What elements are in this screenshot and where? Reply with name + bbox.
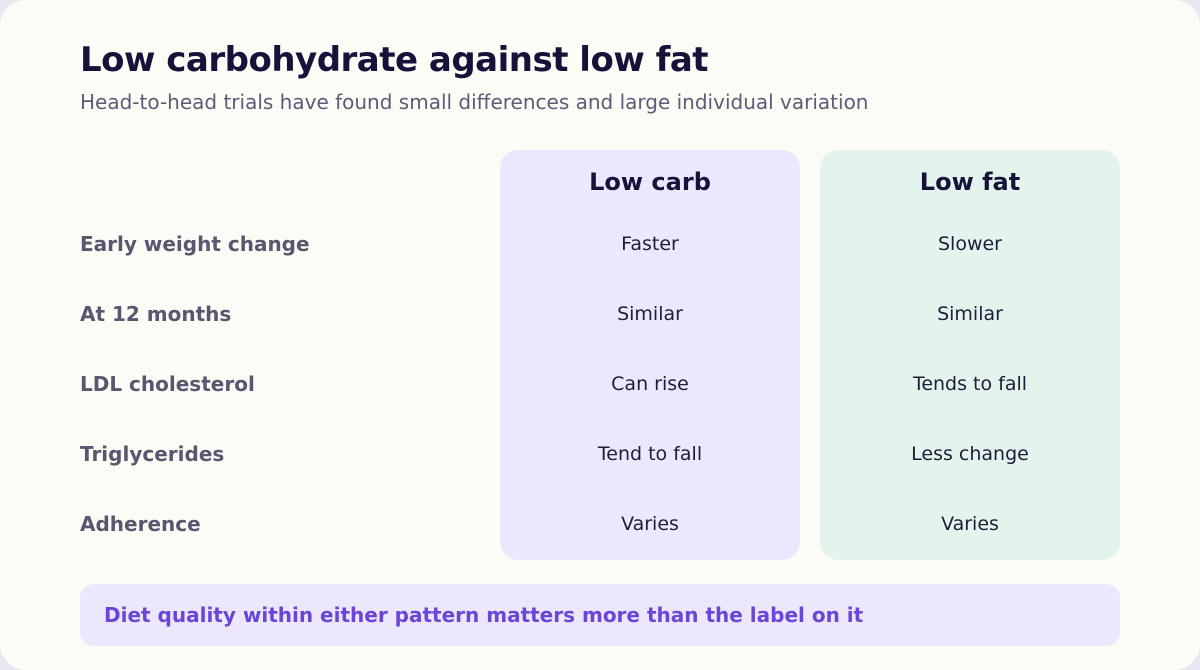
low-fat-column: Low fat Slower Similar Tends to fall Les… xyxy=(820,150,1120,560)
takeaway-text: Diet quality within either pattern matte… xyxy=(104,603,864,627)
low-fat-cell: Slower xyxy=(937,233,1002,255)
low-carb-column: Low carb Faster Similar Can rise Tend to… xyxy=(500,150,800,560)
low-carb-cell: Similar xyxy=(617,303,683,325)
low-fat-cell: Tends to fall xyxy=(912,373,1028,395)
page-subtitle: Head-to-head trials have found small dif… xyxy=(80,90,869,114)
low-fat-cell: Similar xyxy=(937,303,1003,325)
low-carb-cell: Faster xyxy=(621,233,679,255)
row-label-adherence: Adherence xyxy=(80,512,201,536)
row-label-at-12-months: At 12 months xyxy=(80,302,232,326)
takeaway-banner: Diet quality within either pattern matte… xyxy=(80,584,1120,646)
low-carb-cell: Varies xyxy=(621,513,679,535)
low-carb-heading: Low carb xyxy=(589,168,711,196)
row-label-triglycerides: Triglycerides xyxy=(80,442,225,466)
low-fat-heading: Low fat xyxy=(919,168,1021,196)
row-label-ldl-cholesterol: LDL cholesterol xyxy=(80,372,255,396)
low-fat-cell: Less change xyxy=(911,443,1029,465)
low-fat-cell: Varies xyxy=(941,513,999,535)
row-label-early-weight-change: Early weight change xyxy=(80,232,310,256)
low-carb-cell: Can rise xyxy=(611,373,689,395)
low-carb-cell: Tend to fall xyxy=(597,443,703,465)
page-title: Low carbohydrate against low fat xyxy=(80,40,709,80)
